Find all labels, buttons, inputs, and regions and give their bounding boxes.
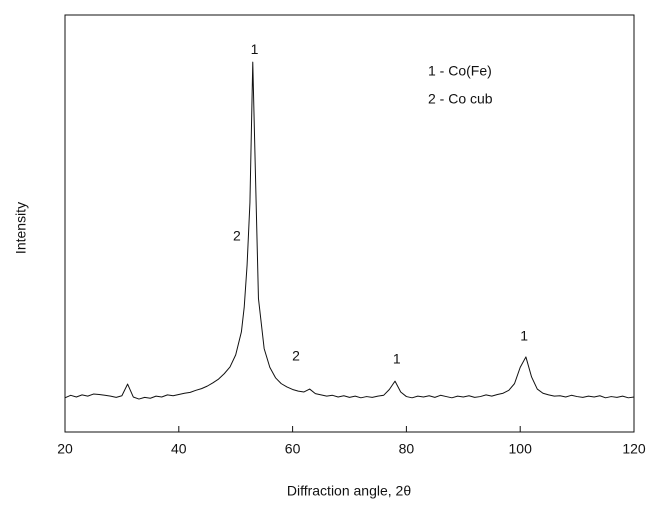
x-tick-label: 120	[622, 441, 646, 457]
y-axis-label: Intensity	[13, 202, 29, 254]
peak-label: 2	[233, 228, 241, 244]
peak-label: 2	[292, 348, 300, 364]
x-tick-label: 60	[285, 441, 301, 457]
x-tick-label: 80	[399, 441, 415, 457]
x-tick-label: 20	[57, 441, 73, 457]
plot-frame	[64, 14, 635, 433]
x-tick-label: 40	[171, 441, 187, 457]
data-line	[64, 61, 635, 400]
peak-label: 1	[251, 41, 259, 57]
legend-text: 1 - Co(Fe)	[428, 63, 492, 79]
peak-label: 1	[520, 328, 528, 344]
x-tick-label: 100	[509, 441, 533, 457]
legend-text: 2 - Co cub	[428, 91, 493, 107]
peak-label: 1	[393, 351, 401, 367]
x-axis-label: Diffraction angle, 2θ	[287, 483, 411, 499]
